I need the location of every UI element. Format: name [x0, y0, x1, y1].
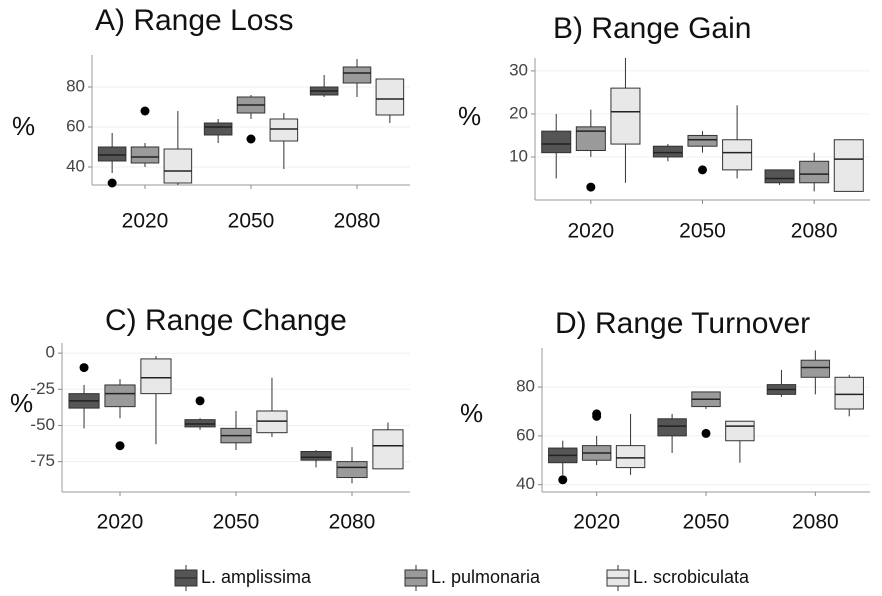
box: [764, 169, 795, 184]
box: [799, 160, 830, 184]
x-tick-label: 2050: [683, 511, 730, 534]
y-tick-label: 10: [509, 146, 528, 165]
y-tick-label: -50: [30, 415, 55, 434]
y-tick-label: 80: [516, 377, 535, 396]
y-axis-label: %: [12, 111, 35, 141]
box: [97, 146, 127, 162]
box: [541, 130, 572, 154]
legend-label: L. pulmonaria: [431, 567, 541, 587]
box: [610, 87, 641, 145]
outlier: [79, 363, 89, 373]
outlier: [558, 475, 568, 485]
box: [140, 358, 172, 395]
outlier: [701, 428, 711, 438]
x-tick-label: 2080: [792, 511, 839, 534]
y-tick-label: 40: [66, 156, 85, 175]
box: [833, 139, 864, 192]
x-tick-label: 2080: [791, 220, 838, 243]
chart-title: C) Range Change: [105, 304, 347, 337]
box: [203, 122, 233, 136]
outlier: [246, 134, 256, 144]
box: [725, 420, 755, 442]
y-axis-label: %: [458, 101, 481, 131]
box: [834, 376, 864, 410]
y-tick-label: 80: [66, 76, 85, 95]
x-tick-label: 2020: [122, 210, 169, 233]
outlier: [107, 178, 117, 188]
x-tick-label: 2050: [213, 511, 260, 534]
chart-title: A) Range Loss: [95, 4, 293, 37]
outlier: [586, 182, 596, 192]
y-tick-label: 60: [66, 116, 85, 135]
legend-label: L. amplissima: [201, 567, 312, 587]
outlier: [140, 106, 150, 116]
legend-label: L. scrobiculata: [633, 567, 750, 587]
chart-title: B) Range Gain: [553, 12, 751, 45]
y-tick-label: 20: [509, 103, 528, 122]
box: [163, 148, 193, 184]
box: [269, 118, 299, 142]
box: [300, 450, 332, 461]
box: [615, 445, 646, 469]
outlier: [195, 396, 205, 406]
x-tick-label: 2080: [334, 210, 381, 233]
y-tick-label: -75: [30, 451, 55, 470]
x-tick-label: 2050: [679, 220, 726, 243]
box: [336, 461, 368, 479]
chart-title: D) Range Turnover: [555, 307, 810, 340]
outlier: [115, 441, 125, 451]
x-tick-label: 2020: [567, 220, 614, 243]
x-tick-label: 2080: [329, 511, 376, 534]
y-axis-label: %: [10, 388, 33, 418]
outlier: [698, 165, 707, 175]
y-tick-label: -25: [30, 379, 55, 398]
box: [652, 145, 683, 158]
box: [657, 418, 687, 437]
y-tick-label: 0: [46, 343, 55, 362]
x-tick-label: 2020: [97, 511, 144, 534]
y-axis-label: %: [460, 398, 483, 428]
y-tick-label: 30: [509, 60, 528, 79]
x-tick-label: 2050: [228, 210, 275, 233]
outlier: [592, 409, 602, 419]
box: [372, 429, 404, 470]
box: [342, 66, 372, 84]
x-tick-label: 2020: [573, 511, 620, 534]
y-tick-label: 40: [516, 474, 535, 493]
box: [575, 126, 606, 152]
y-tick-label: 60: [516, 425, 535, 444]
box: [800, 359, 831, 378]
box: [130, 146, 160, 164]
box: [722, 139, 753, 171]
box: [104, 384, 136, 408]
box: [375, 78, 405, 116]
box: [687, 134, 718, 147]
